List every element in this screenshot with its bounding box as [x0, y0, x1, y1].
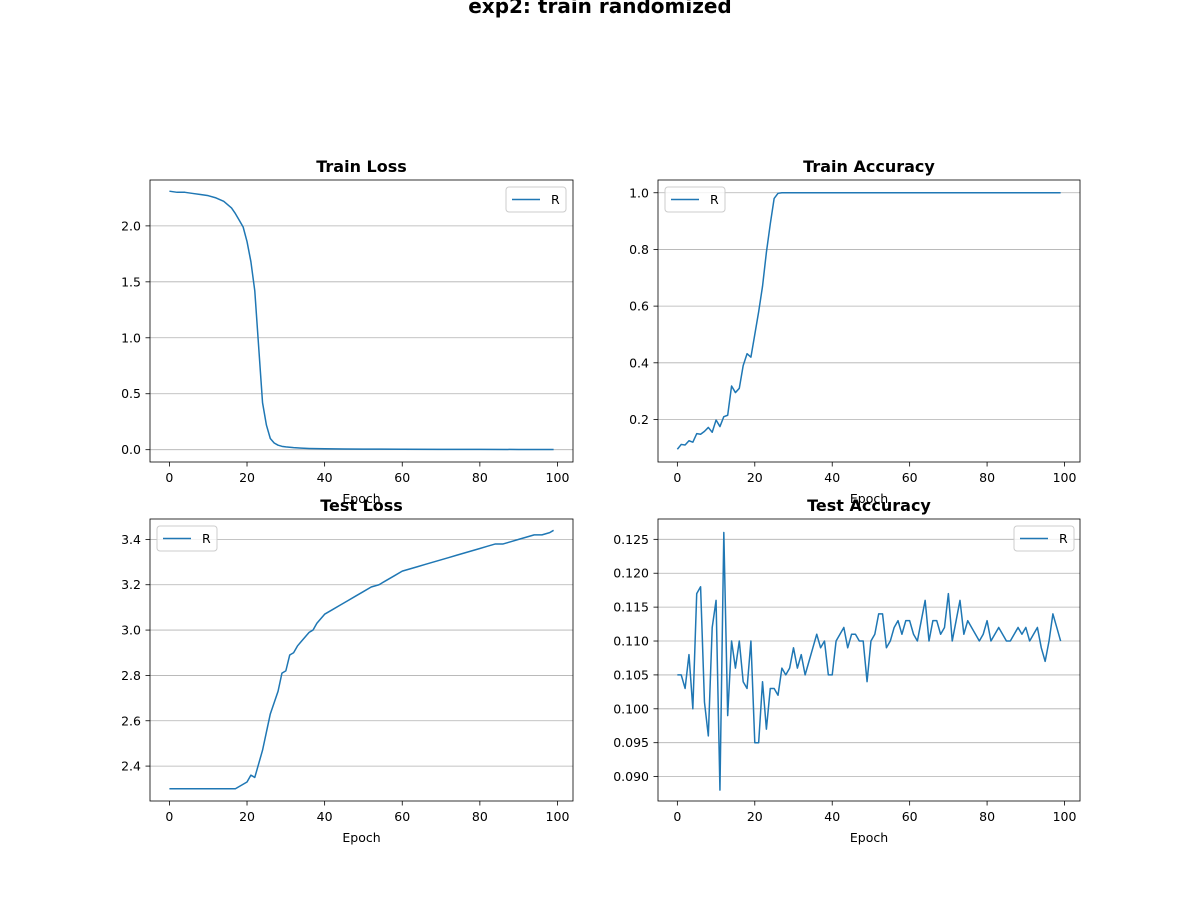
y-tick-label: 1.0 [121, 330, 141, 345]
series-line-R [169, 529, 554, 790]
y-tick-label: 2.4 [121, 759, 141, 774]
x-tick-label: 20 [239, 470, 255, 485]
axes-frame [657, 179, 1081, 463]
x-axis-label: Epoch [850, 830, 888, 845]
series-line-R [169, 190, 554, 451]
x-tick-label: 60 [394, 809, 410, 824]
y-tick-label: 3.0 [121, 623, 141, 638]
x-tick-label: 80 [472, 470, 488, 485]
subplot-title: Train Accuracy [803, 157, 935, 176]
legend-label: R [1059, 531, 1068, 546]
y-tick-label: 0.6 [629, 299, 649, 314]
subplot-1: 0 20 40 60 80 100 0.0 0.5 1.0 1.5 2.0 Train Loss Epo… [121, 157, 574, 506]
x-tick-label: 20 [747, 809, 763, 824]
series-line-R [677, 531, 1062, 791]
y-tick-label: 0.5 [121, 386, 141, 401]
x-tick-label: 40 [317, 470, 333, 485]
y-tick-label: 0.2 [629, 412, 649, 427]
subplot-title: Test Accuracy [807, 496, 931, 515]
subplot-3: 0 20 40 60 80 100 2.4 2.6 2.8 3.0 3.2 3.4 Test Loss E… [121, 496, 574, 845]
subplot-2: 0 20 40 60 80 100 0.2 0.4 0.6 0.8 1.0 Train Accurac… [629, 157, 1081, 506]
legend-label: R [710, 192, 719, 207]
y-tick-label: 0.105 [613, 667, 649, 682]
axes-frame [149, 518, 574, 802]
y-tick-label: 3.2 [121, 577, 141, 592]
subplot-title: Train Loss [316, 157, 407, 176]
x-tick-label: 60 [902, 809, 918, 824]
x-tick-label: 0 [673, 809, 681, 824]
y-tick-label: 0.090 [613, 769, 649, 784]
x-tick-label: 100 [546, 470, 570, 485]
x-tick-label: 40 [317, 809, 333, 824]
legend: R [1013, 525, 1075, 552]
y-tick-label: 0.100 [613, 701, 649, 716]
y-tick-label: 0.120 [613, 566, 649, 581]
y-tick-label: 0.4 [629, 355, 649, 370]
legend: R [505, 186, 567, 213]
x-tick-label: 40 [824, 470, 840, 485]
axes-frame [657, 518, 1081, 802]
x-axis-label: Epoch [342, 830, 380, 845]
legend: R [664, 186, 726, 213]
x-tick-label: 80 [979, 470, 995, 485]
y-tick-label: 2.8 [121, 668, 141, 683]
x-tick-label: 60 [902, 470, 918, 485]
x-tick-label: 20 [747, 470, 763, 485]
y-tick-label: 3.4 [121, 532, 141, 547]
y-tick-label: 1.0 [629, 185, 649, 200]
x-tick-label: 40 [824, 809, 840, 824]
x-tick-label: 100 [546, 809, 570, 824]
subplot-4: 0 20 40 60 80 100 0.090 0.095 0.100 0.105 0.110 0.1… [613, 496, 1081, 845]
y-tick-label: 1.5 [121, 274, 141, 289]
y-tick-label: 0.125 [613, 532, 649, 547]
x-tick-label: 20 [239, 809, 255, 824]
subplot-title: Test Loss [320, 496, 403, 515]
y-tick-label: 0.095 [613, 735, 649, 750]
x-axis-label: Epoch [850, 491, 888, 506]
y-tick-label: 0.115 [613, 600, 649, 615]
y-tick-label: 2.0 [121, 218, 141, 233]
axes-frame [149, 179, 574, 463]
x-axis-label: Epoch [342, 491, 380, 506]
y-tick-label: 0.8 [629, 242, 649, 257]
x-tick-label: 100 [1053, 470, 1077, 485]
y-tick-label: 2.6 [121, 713, 141, 728]
x-tick-label: 0 [165, 470, 173, 485]
x-tick-label: 0 [673, 470, 681, 485]
x-tick-label: 80 [472, 809, 488, 824]
legend: R [156, 525, 218, 552]
legend-label: R [551, 192, 560, 207]
y-tick-label: 0.0 [121, 442, 141, 457]
x-tick-label: 60 [394, 470, 410, 485]
x-tick-label: 0 [165, 809, 173, 824]
legend-label: R [202, 531, 211, 546]
y-tick-label: 0.110 [613, 634, 649, 649]
series-line-R [676, 192, 1061, 450]
x-tick-label: 100 [1053, 809, 1077, 824]
x-tick-label: 80 [979, 809, 995, 824]
figure-suptitle: exp2: train randomized [468, 0, 732, 18]
